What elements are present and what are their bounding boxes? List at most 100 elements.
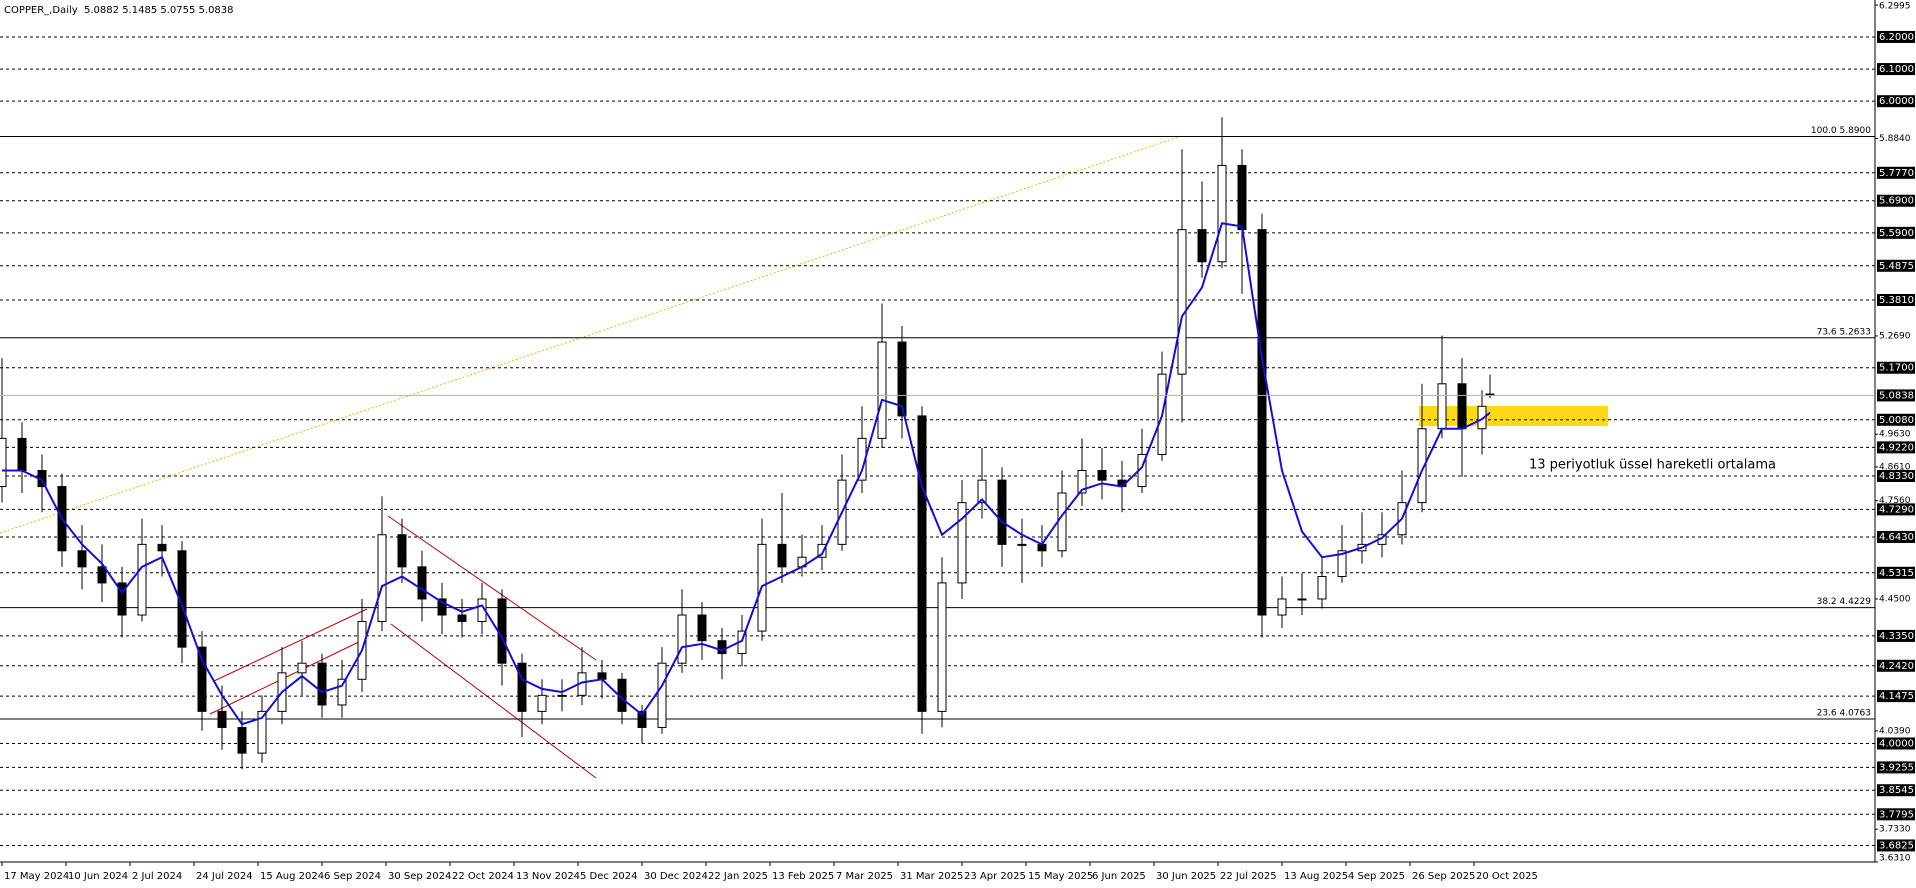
candle-body bbox=[1457, 383, 1467, 430]
candle-body bbox=[997, 479, 1007, 545]
candle-body bbox=[1057, 492, 1067, 552]
level-label: 3.6825 bbox=[1879, 840, 1914, 851]
chart-title: COPPER_,Daily 5.0882 5.1485 5.0755 5.083… bbox=[4, 5, 234, 16]
x-tick-label: 22 Oct 2024 bbox=[452, 871, 514, 882]
candle-body bbox=[1337, 550, 1347, 577]
candle-body bbox=[1477, 405, 1487, 430]
level-label-box bbox=[1877, 361, 1915, 374]
x-tick-label: 6 Jun 2025 bbox=[1092, 871, 1146, 882]
fib-label: 23.6 4.0763 bbox=[1817, 708, 1871, 718]
level-label: 4.3350 bbox=[1879, 631, 1914, 642]
candle-body bbox=[877, 341, 887, 439]
candle-body bbox=[17, 437, 27, 472]
level-label: 3.9255 bbox=[1879, 762, 1914, 773]
y-tick-label: 4.7560 bbox=[1879, 496, 1911, 506]
fib-label: 38.2 4.4229 bbox=[1817, 597, 1872, 607]
candle-body bbox=[177, 550, 187, 648]
level-label: 4.6430 bbox=[1879, 532, 1914, 543]
current-price-box bbox=[1877, 389, 1915, 402]
candle-body bbox=[977, 479, 987, 504]
level-label: 6.2000 bbox=[1879, 32, 1914, 43]
level-label: 6.1000 bbox=[1879, 64, 1914, 75]
level-label-box bbox=[1877, 690, 1915, 703]
candle-body bbox=[1257, 229, 1267, 616]
candle-body bbox=[117, 582, 127, 616]
trend-line bbox=[0, 136, 1181, 534]
candle-body bbox=[0, 437, 7, 488]
level-label: 5.1700 bbox=[1879, 363, 1914, 374]
x-tick-label: 23 Apr 2025 bbox=[964, 871, 1026, 882]
x-tick-label: 26 Sep 2025 bbox=[1412, 871, 1475, 882]
level-label: 5.7770 bbox=[1879, 168, 1914, 179]
candle-body bbox=[417, 566, 427, 600]
candle-body bbox=[97, 566, 107, 584]
level-label-box bbox=[1877, 226, 1915, 239]
candle-body bbox=[437, 598, 447, 616]
level-label-box bbox=[1877, 63, 1915, 76]
level-label-box bbox=[1877, 530, 1915, 543]
candle-body bbox=[217, 710, 227, 728]
candle-body bbox=[677, 614, 687, 664]
y-tick-label: 4.4500 bbox=[1879, 594, 1911, 604]
y-tick-label: 6.2995 bbox=[1879, 2, 1911, 12]
level-label-box bbox=[1877, 784, 1915, 797]
candle-body bbox=[1297, 598, 1307, 601]
candle-body bbox=[777, 543, 787, 568]
y-tick-label: 4.8610 bbox=[1879, 462, 1911, 472]
channel-line bbox=[209, 637, 368, 715]
level-label-box bbox=[1877, 293, 1915, 306]
y-tick-label: 4.9630 bbox=[1879, 430, 1911, 440]
level-label: 5.0080 bbox=[1879, 415, 1914, 426]
candle-body bbox=[337, 678, 347, 706]
level-label-box bbox=[1877, 30, 1915, 43]
current-price-label: 5.0838 bbox=[1879, 390, 1914, 401]
x-tick-label: 13 Aug 2025 bbox=[1284, 871, 1348, 882]
candle-body bbox=[1417, 428, 1427, 504]
candle-body bbox=[497, 598, 507, 664]
level-label: 5.3810 bbox=[1879, 295, 1914, 306]
level-label-box bbox=[1877, 441, 1915, 454]
x-tick-label: 17 May 2024 bbox=[4, 871, 69, 882]
fib-label: 100.0 5.8900 bbox=[1811, 126, 1871, 136]
level-label: 4.1475 bbox=[1879, 691, 1914, 702]
level-label: 4.0000 bbox=[1879, 738, 1914, 749]
fib-label: 73.6 5.2633 bbox=[1817, 327, 1871, 337]
y-tick-label: 4.0390 bbox=[1879, 726, 1911, 736]
candle-body bbox=[257, 710, 267, 754]
level-label: 3.8545 bbox=[1879, 785, 1914, 796]
x-tick-label: 24 Jul 2024 bbox=[196, 871, 253, 882]
level-label: 4.7290 bbox=[1879, 504, 1914, 515]
candle-body bbox=[457, 614, 467, 622]
x-tick-label: 13 Nov 2024 bbox=[516, 871, 580, 882]
channel-line bbox=[390, 623, 597, 779]
candle-body bbox=[1177, 229, 1187, 375]
level-label-box bbox=[1877, 761, 1915, 774]
x-tick-label: 15 Aug 2024 bbox=[260, 871, 324, 882]
candle-body bbox=[77, 550, 87, 568]
y-tick-label: 5.8840 bbox=[1879, 134, 1911, 144]
candle-body bbox=[1277, 598, 1287, 616]
x-tick-label: 30 Sep 2024 bbox=[388, 871, 451, 882]
level-label-box bbox=[1877, 469, 1915, 482]
candle-body bbox=[1317, 575, 1327, 600]
candle-body bbox=[817, 543, 827, 558]
level-label-box bbox=[1877, 166, 1915, 179]
level-label-box bbox=[1877, 839, 1915, 852]
candle-body bbox=[657, 662, 667, 728]
candle-body bbox=[1097, 470, 1107, 481]
level-label: 6.0000 bbox=[1879, 96, 1914, 107]
channel-line bbox=[213, 608, 368, 682]
level-label: 3.7795 bbox=[1879, 809, 1914, 820]
x-tick-label: 22 Jul 2025 bbox=[1220, 871, 1277, 882]
level-label: 5.4875 bbox=[1879, 261, 1914, 272]
x-tick-label: 30 Jun 2025 bbox=[1156, 871, 1216, 882]
level-label: 4.2420 bbox=[1879, 661, 1914, 672]
level-label-box bbox=[1877, 629, 1915, 642]
candle-body bbox=[377, 534, 387, 622]
annotation: 13 periyotluk üssel hareketli ortalama bbox=[1529, 458, 1776, 473]
level-label-box bbox=[1877, 808, 1915, 821]
x-tick-label: 6 Sep 2024 bbox=[324, 871, 381, 882]
candle-body bbox=[1077, 470, 1087, 494]
level-label-box bbox=[1877, 259, 1915, 272]
